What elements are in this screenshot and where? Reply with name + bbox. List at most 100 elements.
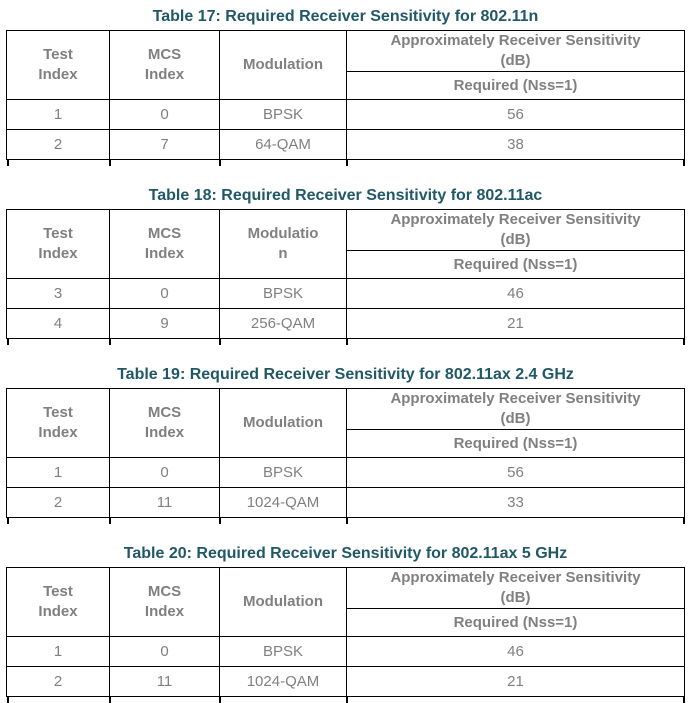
table-row: 2 11 1024-QAM 33 [6, 487, 685, 518]
header-subrow: Required (Nss=1) [7, 429, 685, 458]
sensitivity-table-18: Test Index MCS Index Modulatio n Approxi… [6, 209, 685, 339]
cell-mcs-index: 0 [109, 99, 220, 130]
cell-modulation: 1024-QAM [219, 666, 347, 697]
table-block-20: Table 20: Required Receiver Sensitivity … [0, 544, 691, 703]
header-sensitivity-db: Approximately Receiver Sensitivity (dB) [346, 388, 685, 430]
cell-modulation: BPSK [219, 99, 347, 130]
header-mcs-index: MCS Index [109, 209, 220, 279]
cell-required: 21 [346, 666, 685, 697]
sensitivity-table-19: Test Index MCS Index Modulation Approxim… [6, 388, 685, 518]
cell-test-index: 2 [6, 666, 110, 697]
table-row: 2 7 64-QAM 38 [6, 129, 685, 160]
table-block-19: Table 19: Required Receiver Sensitivity … [0, 365, 691, 524]
table-continuation-stubs [6, 697, 685, 703]
header-mcs-index: MCS Index [109, 30, 220, 100]
cell-modulation: BPSK [219, 278, 347, 309]
cell-mcs-index: 11 [109, 666, 220, 697]
header-modulation: Modulation [219, 30, 347, 100]
table-edge-stub [6, 697, 9, 703]
header-subrow: Required (Nss=1) [7, 608, 685, 637]
cell-modulation: 1024-QAM [219, 487, 347, 518]
cell-mcs-index: 7 [109, 129, 220, 160]
table-edge-stub [6, 160, 9, 166]
table-title: Table 20: Required Receiver Sensitivity … [123, 545, 568, 562]
cell-modulation: BPSK [219, 636, 347, 667]
table-edge-stub [682, 339, 685, 345]
cell-required: 46 [346, 636, 685, 667]
header-test-index: Test Index [6, 567, 110, 637]
header-modulation: Modulation [219, 388, 347, 458]
cell-test-index: 2 [6, 129, 110, 160]
header-row: Test Index MCS Index Modulation Approxim… [6, 388, 685, 458]
table-edge-stub [218, 339, 221, 345]
table-edge-stub [6, 339, 9, 345]
header-subrow: Required (Nss=1) [7, 250, 685, 279]
header-row: Test Index MCS Index Modulatio n Approxi… [6, 209, 685, 279]
table-continuation-stubs [6, 339, 685, 345]
header-row: Test Index MCS Index Modulation Approxim… [6, 30, 685, 100]
cell-required: 56 [346, 457, 685, 488]
table-edge-stub [218, 697, 221, 703]
cell-required: 46 [346, 278, 685, 309]
table-edge-stub [218, 518, 221, 524]
table-row: 1 0 BPSK 56 [6, 457, 685, 488]
cell-mcs-index: 0 [109, 278, 220, 309]
table-edge-stub [108, 339, 111, 345]
header-required-nss: Required (Nss=1) [346, 250, 685, 279]
header-sensitivity-db: Approximately Receiver Sensitivity (dB) [346, 209, 685, 251]
table-title: Table 19: Required Receiver Sensitivity … [117, 366, 574, 383]
table-row: 4 9 256-QAM 21 [6, 308, 685, 339]
table-row: 3 0 BPSK 46 [6, 278, 685, 309]
cell-test-index: 2 [6, 487, 110, 518]
header-mcs-index: MCS Index [109, 567, 220, 637]
cell-mcs-index: 0 [109, 457, 220, 488]
table-title: Table 18: Required Receiver Sensitivity … [148, 187, 543, 204]
cell-test-index: 1 [6, 636, 110, 667]
header-subrow: Required (Nss=1) [7, 71, 685, 100]
sensitivity-table-20: Test Index MCS Index Modulation Approxim… [6, 567, 685, 697]
table-block-17: Table 17: Required Receiver Sensitivity … [0, 7, 691, 166]
table-edge-stub [345, 518, 348, 524]
table-edge-stub [218, 160, 221, 166]
cell-required: 21 [346, 308, 685, 339]
header-test-index: Test Index [6, 209, 110, 279]
cell-test-index: 1 [6, 99, 110, 130]
sensitivity-table-17: Test Index MCS Index Modulation Approxim… [6, 30, 685, 160]
cell-test-index: 3 [6, 278, 110, 309]
header-required-nss: Required (Nss=1) [346, 429, 685, 458]
table-edge-stub [345, 339, 348, 345]
table-row: 2 11 1024-QAM 21 [6, 666, 685, 697]
cell-modulation: 64-QAM [219, 129, 347, 160]
table-edge-stub [682, 160, 685, 166]
table-edge-stub [682, 518, 685, 524]
header-sensitivity-db: Approximately Receiver Sensitivity (dB) [346, 567, 685, 609]
cell-test-index: 4 [6, 308, 110, 339]
header-required-nss: Required (Nss=1) [346, 608, 685, 637]
header-test-index: Test Index [6, 388, 110, 458]
table-title: Table 17: Required Receiver Sensitivity … [152, 8, 539, 25]
header-test-index: Test Index [6, 30, 110, 100]
header-modulation: Modulation [219, 567, 347, 637]
header-required-nss: Required (Nss=1) [346, 71, 685, 100]
cell-required: 33 [346, 487, 685, 518]
header-modulation: Modulatio n [219, 209, 347, 279]
table-row: 1 0 BPSK 56 [6, 99, 685, 130]
header-row: Test Index MCS Index Modulation Approxim… [6, 567, 685, 637]
cell-mcs-index: 9 [109, 308, 220, 339]
table-row: 1 0 BPSK 46 [6, 636, 685, 667]
table-continuation-stubs [6, 160, 685, 166]
table-continuation-stubs [6, 518, 685, 524]
table-edge-stub [682, 697, 685, 703]
table-edge-stub [345, 160, 348, 166]
cell-mcs-index: 0 [109, 636, 220, 667]
header-sensitivity-db: Approximately Receiver Sensitivity (dB) [346, 30, 685, 72]
cell-modulation: 256-QAM [219, 308, 347, 339]
cell-modulation: BPSK [219, 457, 347, 488]
table-edge-stub [345, 697, 348, 703]
table-block-18: Table 18: Required Receiver Sensitivity … [0, 186, 691, 345]
cell-test-index: 1 [6, 457, 110, 488]
cell-required: 38 [346, 129, 685, 160]
cell-mcs-index: 11 [109, 487, 220, 518]
table-edge-stub [108, 160, 111, 166]
